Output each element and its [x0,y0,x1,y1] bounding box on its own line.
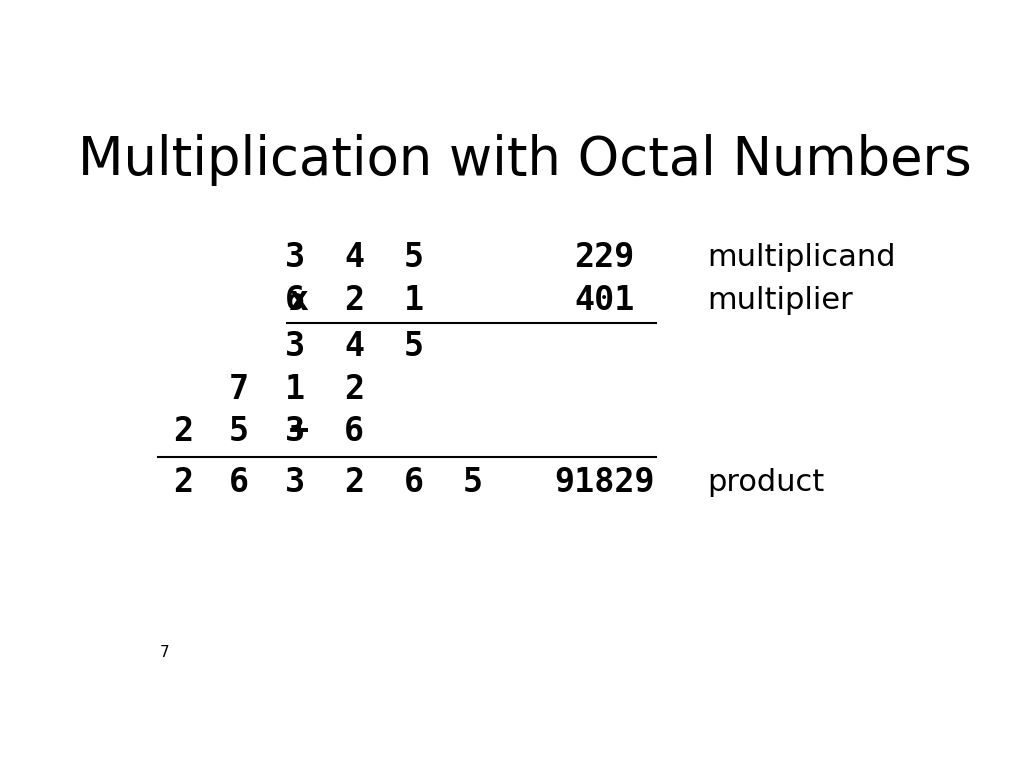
Text: 229: 229 [574,241,634,274]
Text: 2: 2 [173,466,194,499]
Text: Multiplication with Octal Numbers: Multiplication with Octal Numbers [78,134,972,186]
Text: 6: 6 [285,284,305,317]
Text: 5: 5 [463,466,483,499]
Text: multiplier: multiplier [708,286,853,315]
Text: 2: 2 [344,372,365,406]
Text: 1: 1 [403,284,424,317]
Text: 2: 2 [173,415,194,448]
Text: 7: 7 [160,645,169,660]
Text: 3: 3 [285,415,305,448]
Text: 5: 5 [403,241,424,274]
Text: 1: 1 [285,372,305,406]
Text: 5: 5 [229,415,249,448]
Text: 3: 3 [285,330,305,363]
Text: x: x [289,284,308,317]
Text: 401: 401 [574,284,634,317]
Text: 7: 7 [229,372,249,406]
Text: product: product [708,468,824,497]
Text: multiplicand: multiplicand [708,243,896,272]
Text: 4: 4 [344,330,365,363]
Text: 2: 2 [344,466,365,499]
Text: 4: 4 [344,241,365,274]
Text: 6: 6 [229,466,249,499]
Text: 5: 5 [403,330,424,363]
Text: +: + [289,415,308,448]
Text: 91829: 91829 [554,466,654,499]
Text: 2: 2 [344,284,365,317]
Text: 6: 6 [344,415,365,448]
Text: 3: 3 [285,466,305,499]
Text: 6: 6 [403,466,424,499]
Text: 3: 3 [285,241,305,274]
